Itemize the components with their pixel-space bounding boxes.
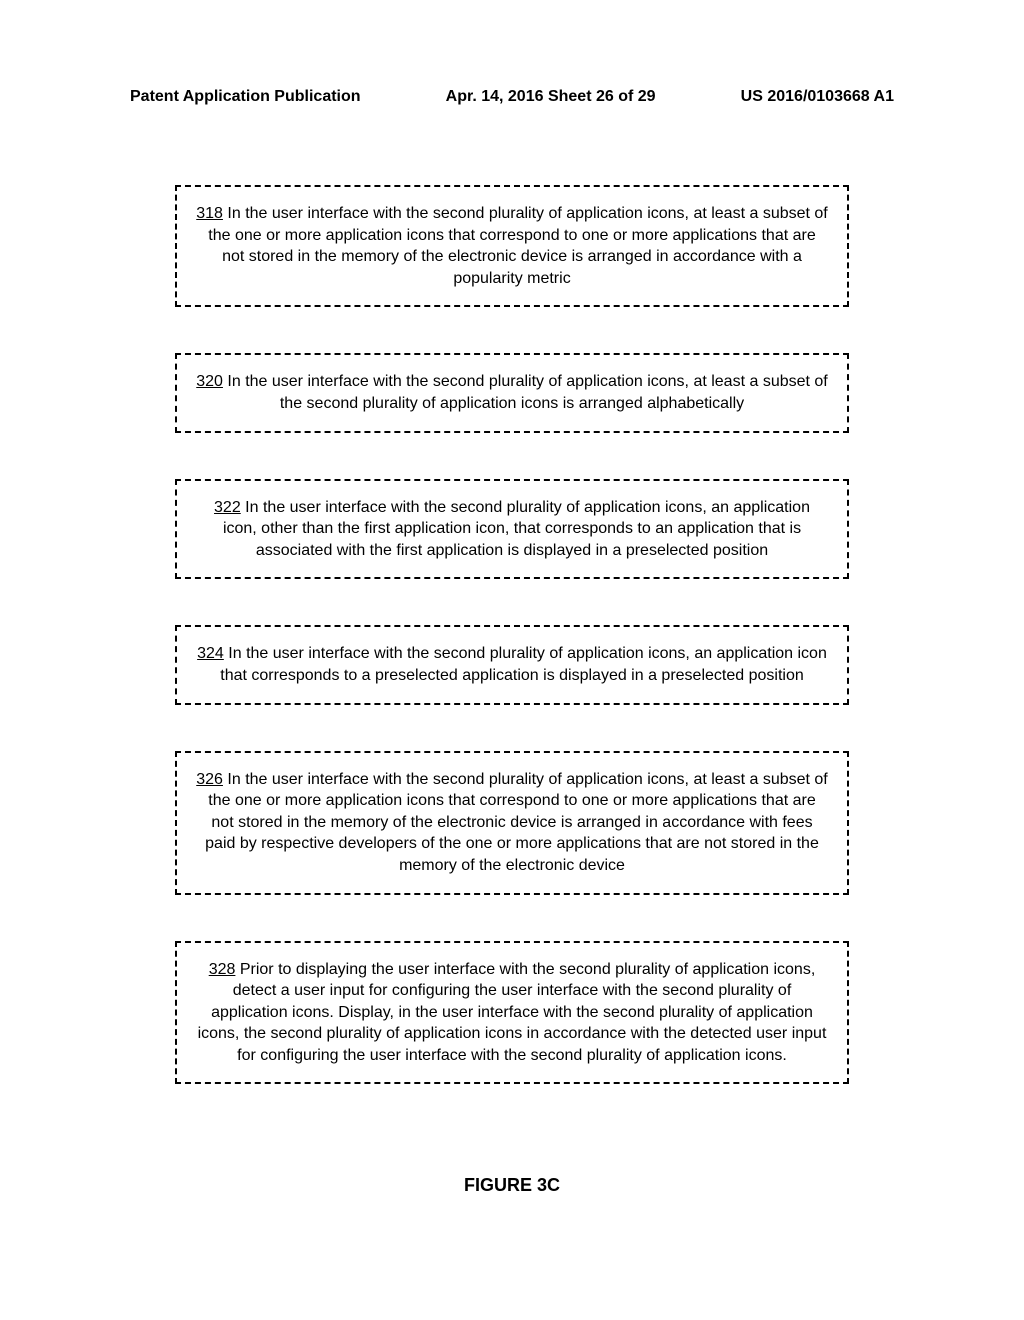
flowchart-step: 324 In the user interface with the secon… <box>175 625 849 704</box>
flowchart-step: 322 In the user interface with the secon… <box>175 479 849 580</box>
step-text: In the user interface with the second pl… <box>205 771 828 874</box>
step-text: In the user interface with the second pl… <box>223 499 810 559</box>
step-text: Prior to displaying the user interface w… <box>198 961 827 1064</box>
flowchart-step: 328 Prior to displaying the user interfa… <box>175 941 849 1085</box>
step-number: 318 <box>196 205 223 222</box>
flowchart-step: 318 In the user interface with the secon… <box>175 185 849 307</box>
header-publication-number: US 2016/0103668 A1 <box>741 88 894 106</box>
step-number: 320 <box>196 373 223 390</box>
step-number: 326 <box>196 771 223 788</box>
flowchart-content: 318 In the user interface with the secon… <box>175 185 849 1084</box>
flowchart-step: 320 In the user interface with the secon… <box>175 353 849 432</box>
step-number: 328 <box>209 961 236 978</box>
step-number: 324 <box>197 645 224 662</box>
header-publication-type: Patent Application Publication <box>130 88 361 106</box>
flowchart-step: 326 In the user interface with the secon… <box>175 751 849 895</box>
step-text: In the user interface with the second pl… <box>208 205 827 287</box>
figure-label: FIGURE 3C <box>0 1175 1024 1196</box>
step-text: In the user interface with the second pl… <box>220 645 827 684</box>
step-number: 322 <box>214 499 241 516</box>
header-date-sheet: Apr. 14, 2016 Sheet 26 of 29 <box>446 88 656 106</box>
step-text: In the user interface with the second pl… <box>223 373 828 412</box>
page-header: Patent Application Publication Apr. 14, … <box>130 88 894 106</box>
